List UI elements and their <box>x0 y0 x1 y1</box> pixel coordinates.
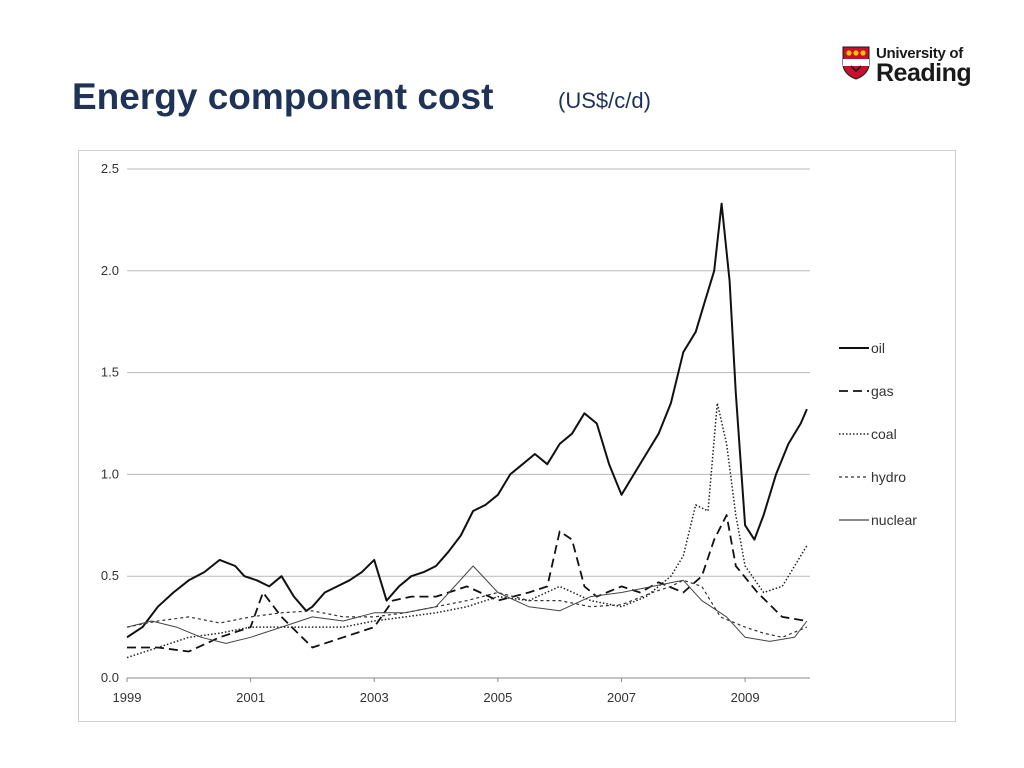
logo-text-line1: University of <box>876 45 963 62</box>
x-tick-label: 2007 <box>607 690 636 705</box>
x-tick-label: 1999 <box>113 690 142 705</box>
x-tick-label: 2009 <box>731 690 760 705</box>
logo-text-line2: Reading <box>876 59 972 87</box>
legend-label-oil: oil <box>871 340 885 356</box>
y-tick-label: 1.0 <box>101 466 119 481</box>
y-tick-label: 2.0 <box>101 263 119 278</box>
y-tick-label: 1.5 <box>101 365 119 380</box>
y-tick-label: 0.0 <box>101 670 119 685</box>
legend-label-hydro: hydro <box>871 469 906 485</box>
x-tick-label: 2005 <box>483 690 512 705</box>
series-line-coal <box>126 402 808 659</box>
shield-icon <box>842 46 870 80</box>
page-subtitle: (US$/c/d) <box>558 88 651 113</box>
series-line-oil <box>126 202 808 639</box>
y-tick-label: 0.5 <box>101 568 119 583</box>
x-tick-label: 2003 <box>360 690 389 705</box>
series-line-hydro <box>126 579 808 638</box>
series-line-nuclear <box>126 565 808 644</box>
series-line-gas <box>127 514 808 653</box>
energy-cost-line-chart: 0.0 0.5 1.0 1.5 2.0 2.5 1999 2001 2003 2005 2007 20… <box>101 161 917 705</box>
chart-panel: 0.0 0.5 1.0 1.5 2.0 2.5 1999 2001 2003 2005 2007 20… <box>78 150 956 722</box>
legend-label-nuclear: nuclear <box>871 512 917 528</box>
legend-label-coal: coal <box>871 426 897 442</box>
x-tick-label: 2001 <box>236 690 265 705</box>
page-title: Energy component cost <box>72 76 494 117</box>
y-tick-label: 2.5 <box>101 161 119 176</box>
university-logo[interactable]: University of Reading <box>842 44 982 96</box>
legend-label-gas: gas <box>871 383 894 399</box>
